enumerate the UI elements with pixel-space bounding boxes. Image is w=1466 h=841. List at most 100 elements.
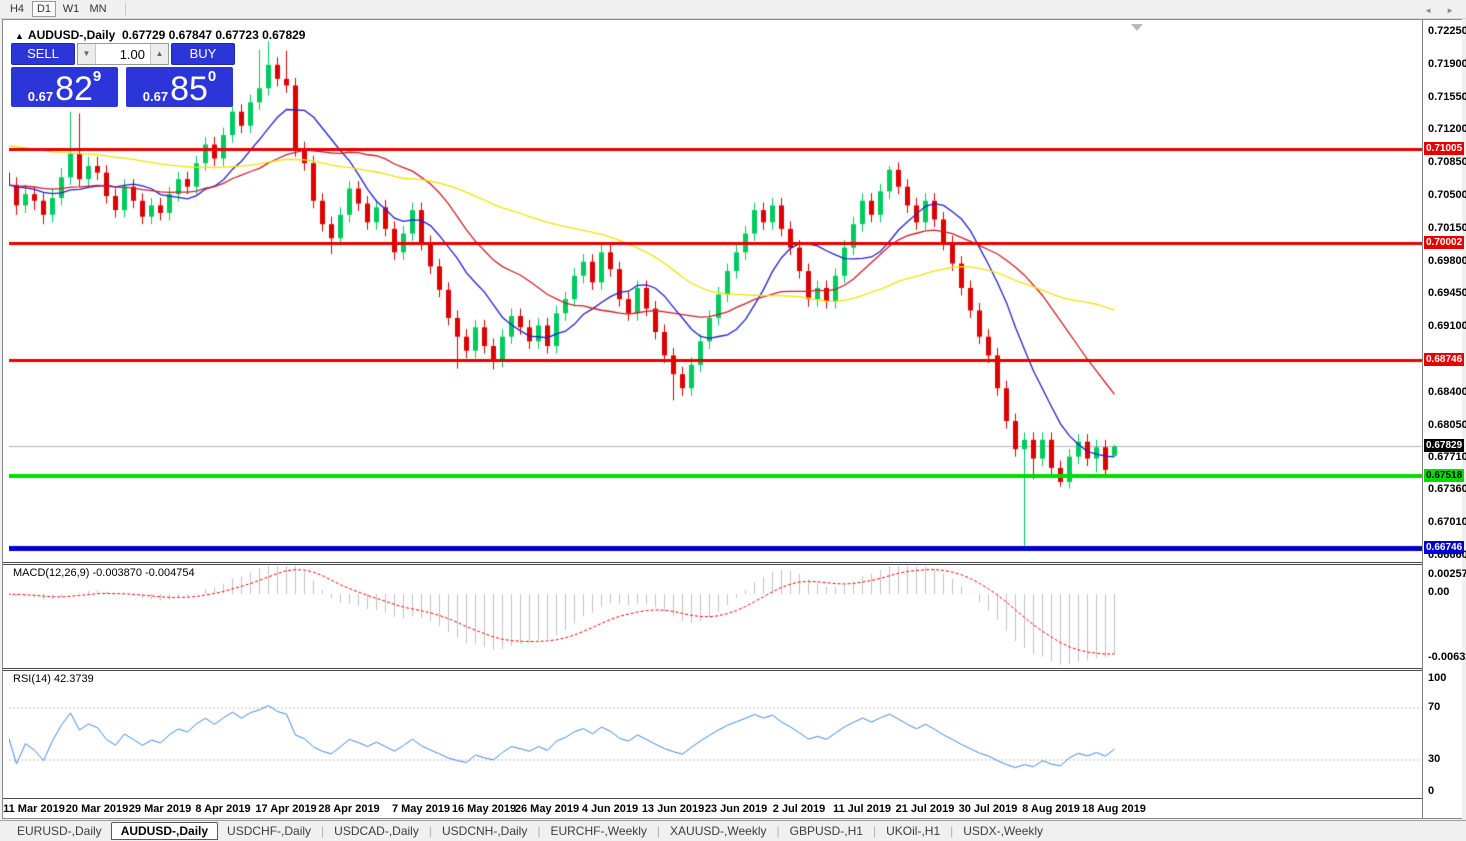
chart-tab[interactable]: AUDUSD-,Daily [110, 822, 219, 840]
macd-signal-value: -0.004754 [145, 567, 195, 579]
sell-price-button[interactable]: 0.67 82 9 [11, 67, 118, 107]
volume-decrease-button[interactable]: ▼ [78, 44, 96, 64]
price-tick-label: 0.70500 [1428, 189, 1466, 202]
chart-ohlc-values: 0.67729 0.67847 0.67723 0.67829 [121, 28, 306, 42]
macd-canvas[interactable] [9, 565, 1422, 668]
rsi-scale-label: 70 [1428, 701, 1441, 713]
date-label: 11 Jul 2019 [832, 803, 892, 815]
sell-price-prefix: 0.67 [27, 88, 54, 104]
price-tick-label: 0.67710 [1428, 450, 1466, 463]
buy-price-button[interactable]: 0.67 85 0 [126, 67, 233, 107]
buy-price-pip: 0 [207, 68, 217, 85]
tab-separator: | [537, 824, 541, 838]
timeframe-toolbar: H4 D1 W1 MN [0, 0, 1466, 19]
chart-shift-marker-icon[interactable] [1131, 24, 1143, 31]
tab-separator: | [950, 824, 954, 838]
rsi-indicator-label: RSI(14) 42.3739 [13, 673, 94, 685]
price-tick-label: 0.69100 [1428, 320, 1466, 333]
volume-increase-button[interactable]: ▲ [150, 44, 168, 64]
macd-scale-label: -0.006326 [1428, 651, 1466, 663]
panel-splitter[interactable] [3, 668, 1460, 671]
price-level-badge: 0.67518 [1424, 468, 1465, 482]
date-label: 13 Jun 2019 [641, 803, 705, 815]
date-label: 21 Jul 2019 [895, 803, 955, 815]
date-label: 16 May 2019 [451, 803, 517, 815]
tab-separator: | [428, 824, 432, 838]
macd-main-value: -0.003870 [92, 567, 143, 579]
price-tick-label: 0.71900 [1428, 57, 1466, 70]
date-label: 4 Jun 2019 [581, 803, 639, 815]
price-level-badge: 0.66746 [1424, 540, 1465, 554]
chart-window: ▲ AUDUSD-,Daily 0.67729 0.67847 0.67723 0… [2, 19, 1466, 819]
price-tick-label: 0.67010 [1428, 516, 1466, 529]
rsi-value: 42.3739 [53, 673, 94, 685]
macd-indicator-label: MACD(12,26,9) -0.003870 -0.004754 [13, 567, 195, 579]
rsi-canvas[interactable] [9, 671, 1422, 798]
price-tick-label: 0.68050 [1428, 418, 1466, 431]
chart-tab[interactable]: USDCHF-,Daily [227, 824, 312, 838]
sell-button[interactable]: SELL [11, 43, 75, 65]
price-chart-canvas[interactable] [9, 29, 1422, 562]
price-tick-label: 0.71550 [1428, 90, 1466, 103]
date-label: 8 Apr 2019 [195, 803, 251, 815]
tab-scroll-arrows: ◄ ► [1424, 6, 1454, 15]
chart-tab[interactable]: GBPUSD-,H1 [789, 824, 863, 838]
panel-splitter [3, 798, 1460, 800]
date-label: 2 Jul 2019 [772, 803, 826, 815]
rsi-scale-label: 100 [1428, 672, 1447, 684]
chart-tab[interactable]: XAUUSD-,Weekly [670, 824, 767, 838]
price-level-badge: 0.68746 [1424, 353, 1465, 367]
panel-splitter[interactable] [3, 562, 1460, 565]
sell-price-main: 82 [55, 70, 93, 109]
date-label: 17 Apr 2019 [255, 803, 317, 815]
chart-tab[interactable]: USDCAD-,Daily [334, 824, 419, 838]
timeframe-button-h4[interactable]: H4 [9, 3, 25, 15]
volume-control: ▼ ▲ [77, 43, 169, 65]
date-label: 7 May 2019 [391, 803, 451, 815]
chart-tab[interactable]: UKOil-,H1 [886, 824, 941, 838]
price-level-badge: 0.70002 [1424, 235, 1465, 249]
sell-price-pip: 9 [92, 68, 102, 85]
symbol-marker-icon: ▲ [15, 31, 24, 41]
price-tick-label: 0.70150 [1428, 221, 1466, 234]
date-label: 20 Mar 2019 [65, 803, 129, 815]
price-tick-label: 0.71200 [1428, 123, 1466, 136]
tab-scroll-left-icon[interactable]: ◄ [1424, 6, 1433, 15]
macd-scale-label: 0.00 [1428, 586, 1450, 598]
timeframe-button-d1[interactable]: D1 [32, 1, 56, 17]
chart-tab[interactable]: EURUSD-,Daily [17, 824, 102, 838]
chart-title: ▲ AUDUSD-,Daily 0.67729 0.67847 0.67723 0… [15, 28, 305, 42]
tab-separator: | [321, 824, 325, 838]
date-label: 8 Aug 2019 [1022, 803, 1080, 815]
timeframe-button-mn[interactable]: MN [89, 3, 107, 15]
price-level-badge: 0.71005 [1424, 141, 1465, 155]
buy-button[interactable]: BUY [171, 43, 235, 65]
timeframe-button-w1[interactable]: W1 [62, 3, 80, 15]
price-tick-label: 0.67360 [1428, 483, 1466, 496]
date-label: 11 Mar 2019 [3, 803, 65, 815]
chart-tab[interactable]: USDCNH-,Daily [441, 824, 528, 838]
rsi-scale-label: 0 [1428, 785, 1435, 797]
buy-price-main: 85 [170, 70, 208, 109]
date-label: 26 May 2019 [514, 803, 580, 815]
volume-input[interactable] [96, 44, 150, 64]
chart-tab-bar: EURUSD-,Daily AUDUSD-,Daily USDCHF-,Daily |… [0, 820, 1466, 841]
macd-scale-label: 0.002574 [1428, 568, 1466, 580]
tab-scroll-right-icon[interactable]: ► [1446, 6, 1454, 15]
price-tick-label: 0.70850 [1428, 156, 1466, 169]
date-label: 23 Jun 2019 [704, 803, 768, 815]
buy-price-prefix: 0.67 [142, 88, 169, 104]
macd-name: MACD(12,26,9) [13, 567, 90, 579]
price-tick-label: 0.69800 [1428, 254, 1466, 267]
chart-symbol-label: AUDUSD-,Daily [27, 28, 116, 42]
price-axis[interactable]: 0.72250 0.71900 0.71550 0.71200 0.70850 0.705… [1422, 20, 1466, 818]
price-tick-label: 0.69450 [1428, 287, 1466, 300]
tab-separator: | [656, 824, 661, 838]
date-label: 28 Apr 2019 [318, 803, 380, 815]
toolbar-separator [125, 2, 126, 16]
chart-tab[interactable]: EURCHF-,Weekly [550, 824, 647, 838]
tab-separator: | [872, 824, 877, 838]
price-tick-label: 0.68400 [1428, 385, 1466, 398]
chart-tab[interactable]: USDX-,Weekly [963, 824, 1044, 838]
